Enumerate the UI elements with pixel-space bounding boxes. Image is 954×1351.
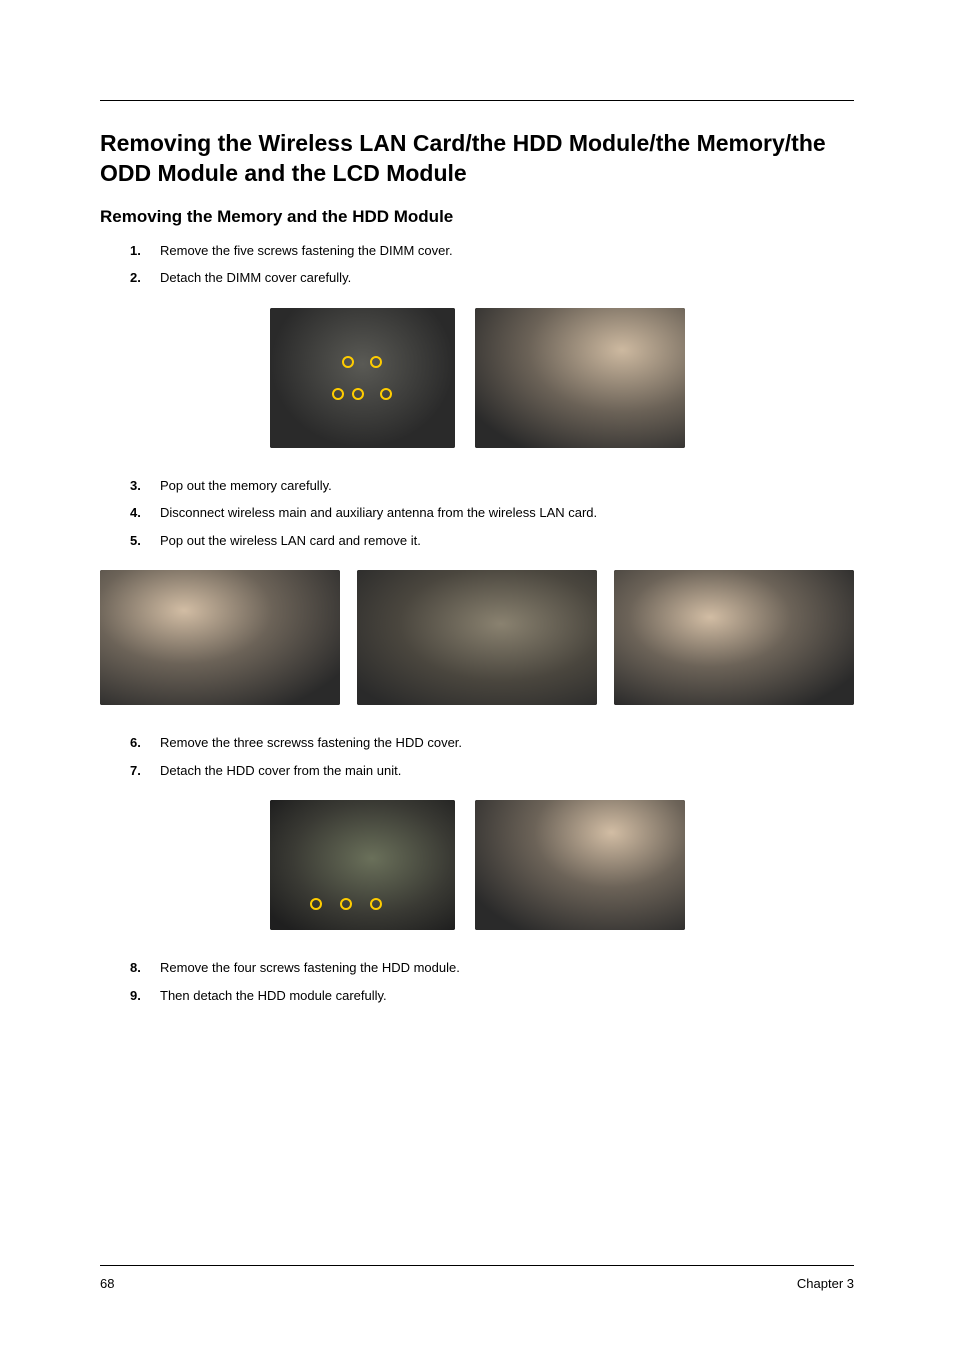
- photo-dimm-cover-screws: [270, 308, 455, 448]
- step-item: 5. Pop out the wireless LAN card and rem…: [130, 531, 854, 551]
- photo-pop-memory: [100, 570, 340, 705]
- photo-detach-dimm-cover: [475, 308, 685, 448]
- step-item: 8. Remove the four screws fastening the …: [130, 958, 854, 978]
- steps-block-4: 8. Remove the four screws fastening the …: [130, 958, 854, 1005]
- step-text: Then detach the HDD module carefully.: [160, 988, 387, 1003]
- step-item: 7. Detach the HDD cover from the main un…: [130, 761, 854, 781]
- screw-marker-icon: [370, 356, 382, 368]
- step-number: 8.: [130, 958, 141, 978]
- photo-hdd-cover-screws: [270, 800, 455, 930]
- screw-marker-icon: [352, 388, 364, 400]
- step-number: 9.: [130, 986, 141, 1006]
- photo-content: [357, 570, 597, 705]
- steps-block-1: 1. Remove the five screws fastening the …: [130, 241, 854, 288]
- step-text: Pop out the memory carefully.: [160, 478, 332, 493]
- page-number: 68: [100, 1276, 114, 1291]
- top-rule: [100, 100, 854, 101]
- photo-content: [475, 800, 685, 930]
- page: Removing the Wireless LAN Card/the HDD M…: [0, 0, 954, 1351]
- step-text: Detach the HDD cover from the main unit.: [160, 763, 401, 778]
- photo-content: [270, 308, 455, 448]
- heading-sub: Removing the Memory and the HDD Module: [100, 207, 854, 227]
- photo-detach-hdd-cover: [475, 800, 685, 930]
- photo-content: [270, 800, 455, 930]
- heading-main: Removing the Wireless LAN Card/the HDD M…: [100, 129, 854, 189]
- step-number: 3.: [130, 476, 141, 496]
- step-number: 7.: [130, 761, 141, 781]
- step-text: Pop out the wireless LAN card and remove…: [160, 533, 421, 548]
- step-text: Detach the DIMM cover carefully.: [160, 270, 351, 285]
- step-number: 6.: [130, 733, 141, 753]
- page-footer: 68 Chapter 3: [100, 1265, 854, 1291]
- steps-block-2: 3. Pop out the memory carefully. 4. Disc…: [130, 476, 854, 551]
- image-row-1: [100, 308, 854, 448]
- step-number: 4.: [130, 503, 141, 523]
- step-number: 5.: [130, 531, 141, 551]
- screw-marker-icon: [342, 356, 354, 368]
- photo-content: [100, 570, 340, 705]
- photo-remove-wlan-card: [614, 570, 854, 705]
- photo-disconnect-antenna: [357, 570, 597, 705]
- step-number: 1.: [130, 241, 141, 261]
- step-number: 2.: [130, 268, 141, 288]
- step-item: 6. Remove the three screwss fastening th…: [130, 733, 854, 753]
- step-item: 9. Then detach the HDD module carefully.: [130, 986, 854, 1006]
- step-text: Remove the four screws fastening the HDD…: [160, 960, 460, 975]
- screw-marker-icon: [340, 898, 352, 910]
- photo-content: [475, 308, 685, 448]
- photo-content: [614, 570, 854, 705]
- steps-block-3: 6. Remove the three screwss fastening th…: [130, 733, 854, 780]
- screw-marker-icon: [310, 898, 322, 910]
- step-item: 3. Pop out the memory carefully.: [130, 476, 854, 496]
- step-text: Disconnect wireless main and auxiliary a…: [160, 505, 597, 520]
- screw-marker-icon: [370, 898, 382, 910]
- step-item: 1. Remove the five screws fastening the …: [130, 241, 854, 261]
- chapter-label: Chapter 3: [797, 1276, 854, 1291]
- screw-marker-icon: [380, 388, 392, 400]
- step-item: 4. Disconnect wireless main and auxiliar…: [130, 503, 854, 523]
- image-row-3: [100, 800, 854, 930]
- step-item: 2. Detach the DIMM cover carefully.: [130, 268, 854, 288]
- step-text: Remove the three screwss fastening the H…: [160, 735, 462, 750]
- step-text: Remove the five screws fastening the DIM…: [160, 243, 453, 258]
- screw-marker-icon: [332, 388, 344, 400]
- image-row-2: [100, 570, 854, 705]
